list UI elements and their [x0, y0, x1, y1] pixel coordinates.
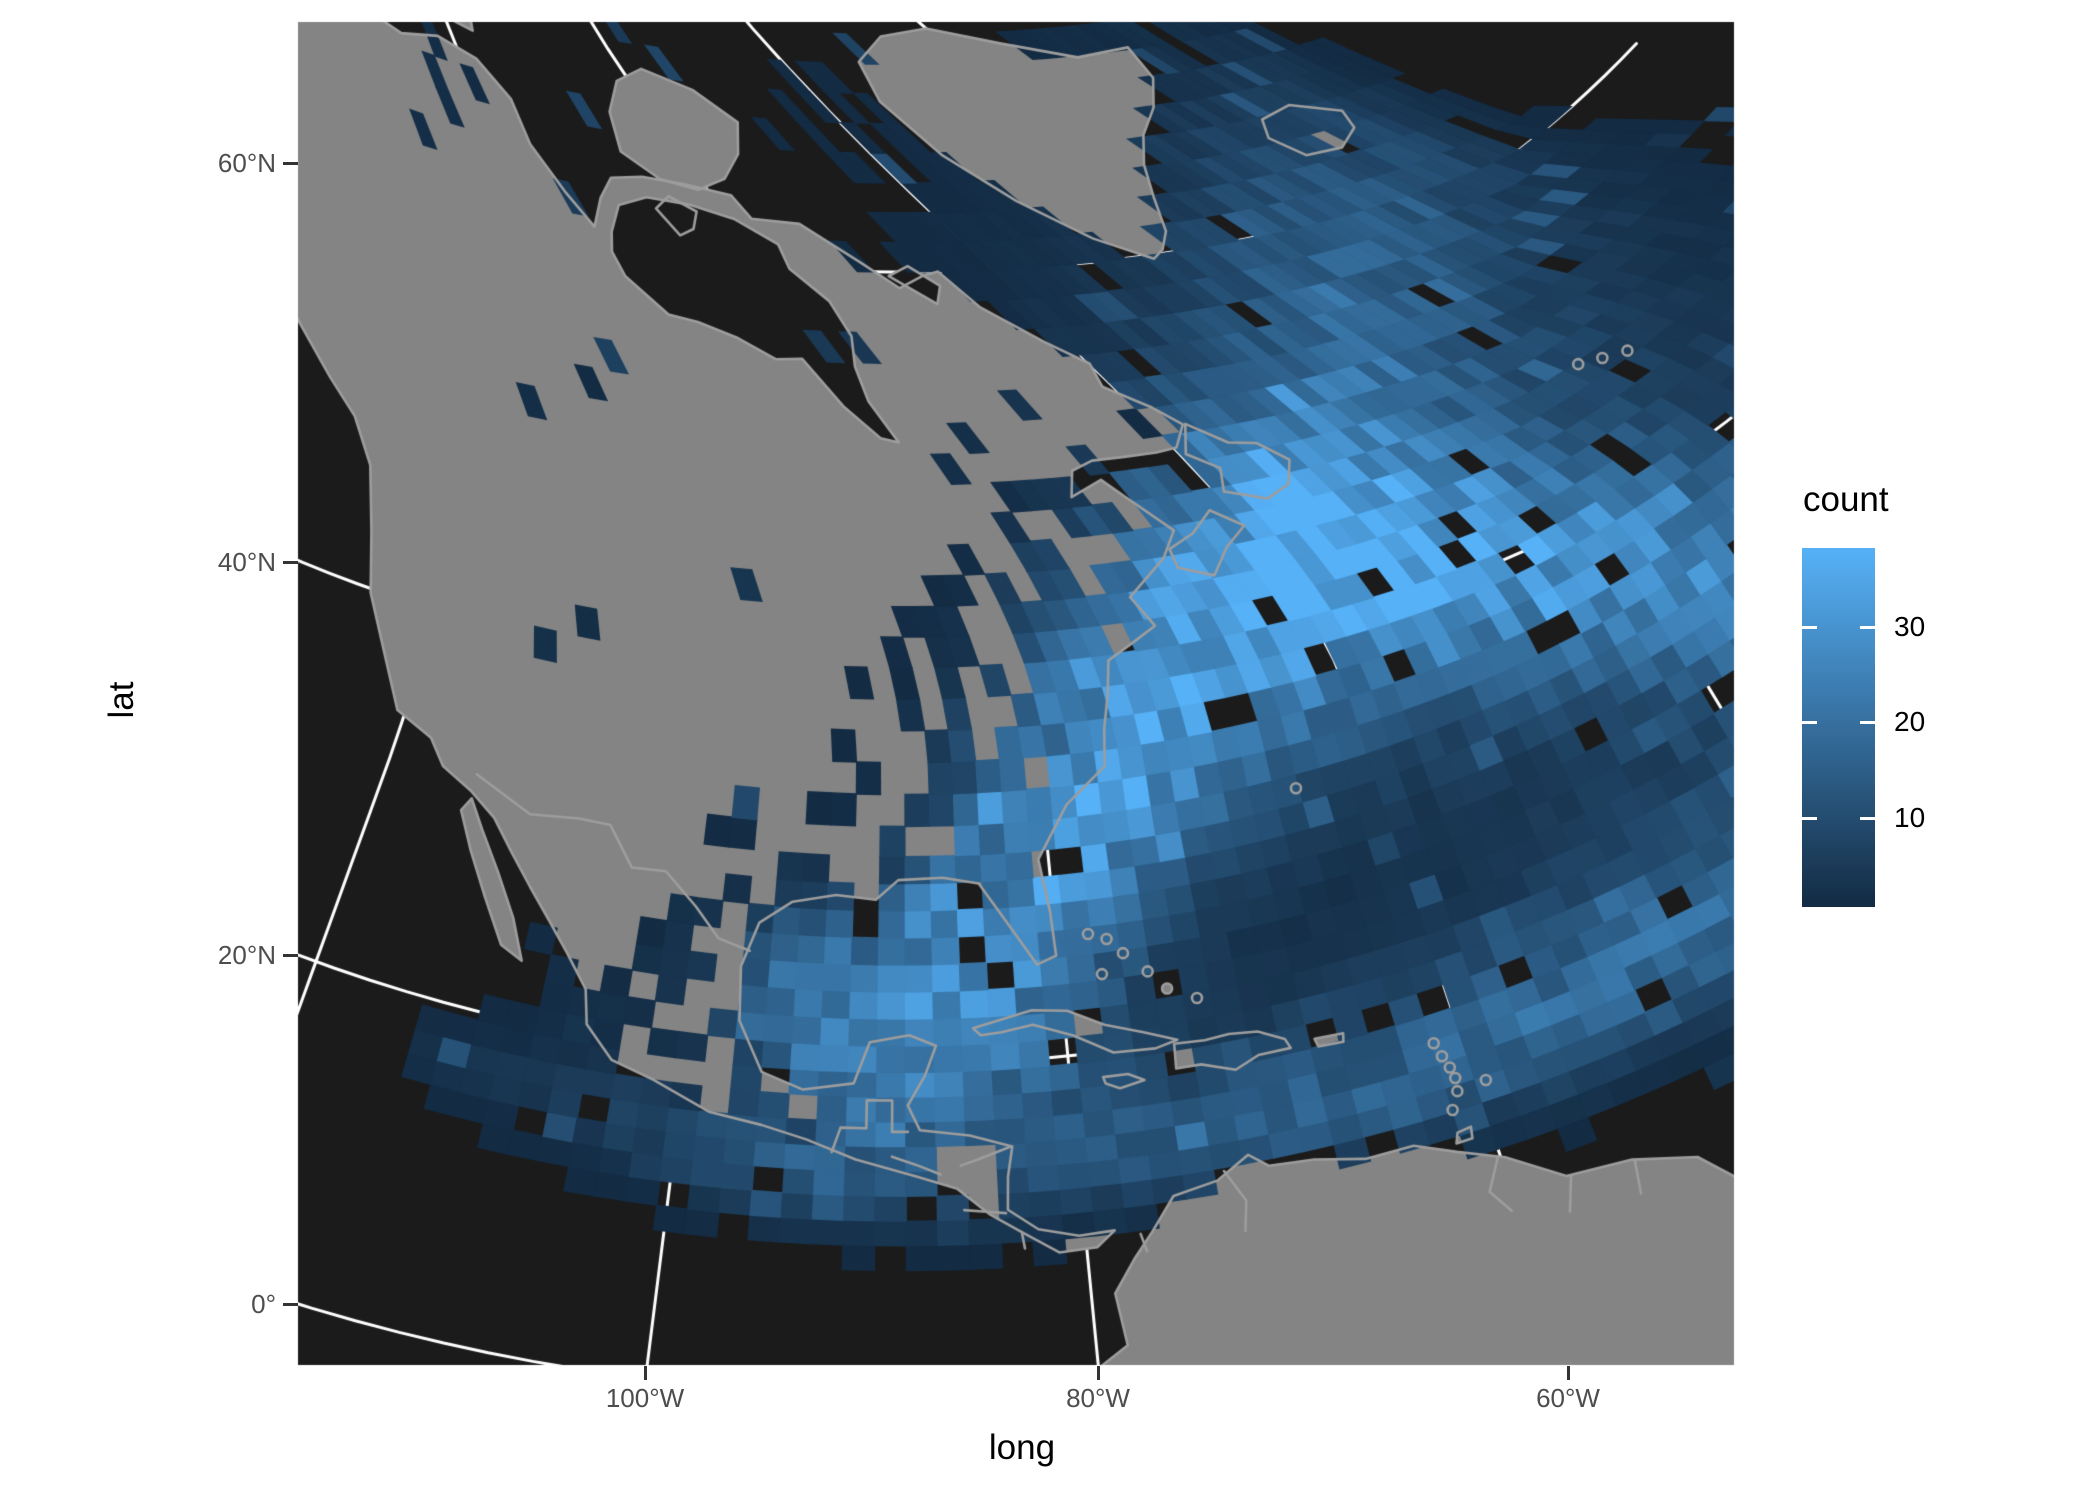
- legend-colorbar: [1802, 548, 1875, 907]
- x-tick-mark: [1567, 1366, 1570, 1380]
- legend-tick-dash: [1802, 720, 1817, 724]
- legend-tick-dash: [1860, 720, 1875, 724]
- y-tick-mark: [283, 1303, 298, 1306]
- legend-tick-dash: [1860, 625, 1875, 629]
- y-tick-mark: [283, 954, 298, 957]
- x-tick-label: 60°W: [1536, 1383, 1600, 1413]
- y-tick-mark: [283, 561, 298, 564]
- x-tick-mark: [1097, 1366, 1100, 1380]
- y-tick-label: 40°N: [217, 547, 276, 577]
- legend-count: count 30 20 10: [1790, 480, 2030, 960]
- x-axis-title: long: [988, 1428, 1056, 1467]
- legend-title: count: [1803, 480, 1889, 519]
- y-axis-title: lat: [102, 681, 141, 719]
- legend-tick-label: 20: [1894, 706, 1926, 737]
- y-tick-label: 60°N: [217, 148, 276, 178]
- legend-tick-dash: [1802, 625, 1817, 629]
- x-tick-mark: [644, 1366, 647, 1380]
- y-tick-mark: [283, 162, 298, 165]
- x-tick-label: 80°W: [1066, 1383, 1130, 1413]
- y-tick-label: 20°N: [217, 940, 276, 970]
- y-tick-label: 0°: [251, 1289, 276, 1319]
- legend-tick-label: 30: [1894, 611, 1926, 642]
- legend-tick-label: 10: [1894, 802, 1926, 833]
- legend-tick-dash: [1802, 816, 1817, 820]
- x-tick-label: 100°W: [605, 1383, 685, 1413]
- legend-tick-dash: [1860, 816, 1875, 820]
